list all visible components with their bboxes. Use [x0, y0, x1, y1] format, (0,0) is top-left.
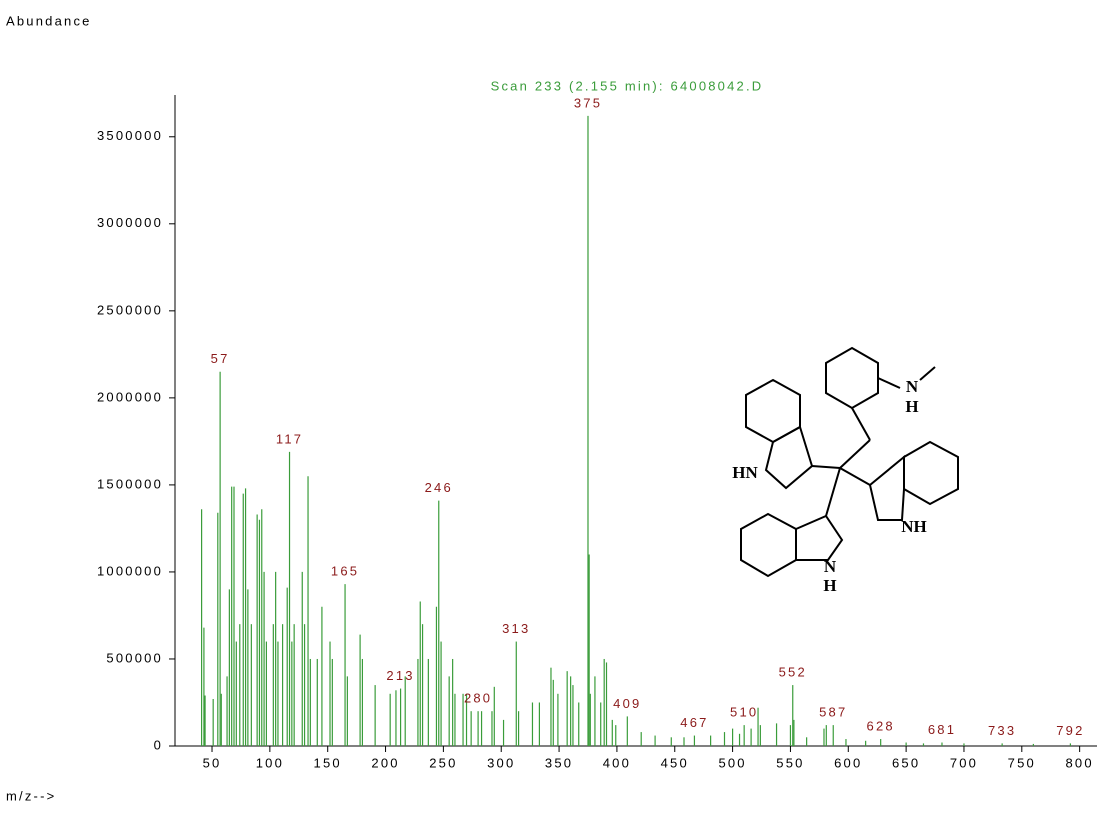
ring [764, 425, 814, 490]
x-axis-label: m/z--> [6, 788, 56, 803]
bond [839, 467, 871, 486]
x-tick-label: 400 [603, 755, 631, 770]
x-tick-label: 700 [950, 755, 978, 770]
peak-label: 117 [276, 431, 303, 446]
bond [851, 407, 871, 441]
y-tick-label: 2000000 [97, 389, 163, 404]
peak-label: 792 [1056, 723, 1084, 738]
peak-label: 213 [386, 668, 414, 683]
bond [877, 377, 901, 389]
peak-label: 246 [425, 480, 453, 495]
x-tick-label: 550 [776, 755, 804, 770]
peak-label: 313 [502, 621, 530, 636]
bond [811, 465, 841, 469]
y-tick-label: 0 [154, 737, 163, 752]
x-tick-label: 200 [371, 755, 399, 770]
y-tick-label: 2500000 [97, 302, 163, 317]
y-tick-label: 3000000 [97, 215, 163, 230]
x-tick-label: 600 [834, 755, 862, 770]
chart-title: Scan 233 (2.155 min): 64008042.D [491, 78, 764, 93]
peak-label: 552 [779, 665, 807, 680]
y-axis-label: Abundance [6, 13, 92, 28]
ring [825, 346, 879, 410]
peak-label: 280 [464, 691, 492, 706]
x-tick-label: 650 [892, 755, 920, 770]
peak-label: 409 [613, 696, 641, 711]
peak-label: 510 [730, 705, 758, 720]
x-tick-label: 50 [203, 755, 222, 770]
atom-label: NH [901, 517, 927, 536]
x-tick-label: 450 [661, 755, 689, 770]
y-tick-label: 1000000 [97, 563, 163, 578]
atom-label: N [824, 557, 837, 576]
peak-label: 57 [211, 351, 230, 366]
peak-label: 165 [331, 564, 359, 579]
y-tick-label: 1500000 [97, 476, 163, 491]
ring [745, 378, 801, 444]
x-tick-label: 250 [429, 755, 457, 770]
x-tick-label: 800 [1065, 755, 1093, 770]
ring [740, 512, 797, 578]
y-tick-label: 3500000 [97, 128, 163, 143]
structure: N H HN NH N H [732, 346, 959, 595]
x-tick-label: 300 [487, 755, 515, 770]
atom-label: N [906, 377, 919, 396]
x-tick-label: 500 [718, 755, 746, 770]
x-tick-label: 750 [1008, 755, 1036, 770]
peak-label: 467 [680, 715, 708, 730]
atom-label: H [823, 576, 836, 595]
ring [903, 440, 959, 506]
bond [839, 439, 871, 469]
atom-label: HN [732, 463, 758, 482]
peak-label: 375 [574, 95, 602, 110]
ring [868, 454, 905, 521]
x-tick-label: 350 [545, 755, 573, 770]
y-tick-label: 500000 [106, 650, 163, 665]
x-tick-label: 150 [314, 755, 342, 770]
ring [795, 514, 844, 561]
bond [919, 366, 936, 381]
atom-label: H [905, 397, 918, 416]
peak-label: 628 [867, 718, 895, 733]
bond [825, 467, 841, 517]
x-tick-label: 100 [256, 755, 284, 770]
peak-label: 733 [988, 723, 1016, 738]
peak-label: 681 [928, 722, 956, 737]
peak-label: 587 [819, 705, 847, 720]
